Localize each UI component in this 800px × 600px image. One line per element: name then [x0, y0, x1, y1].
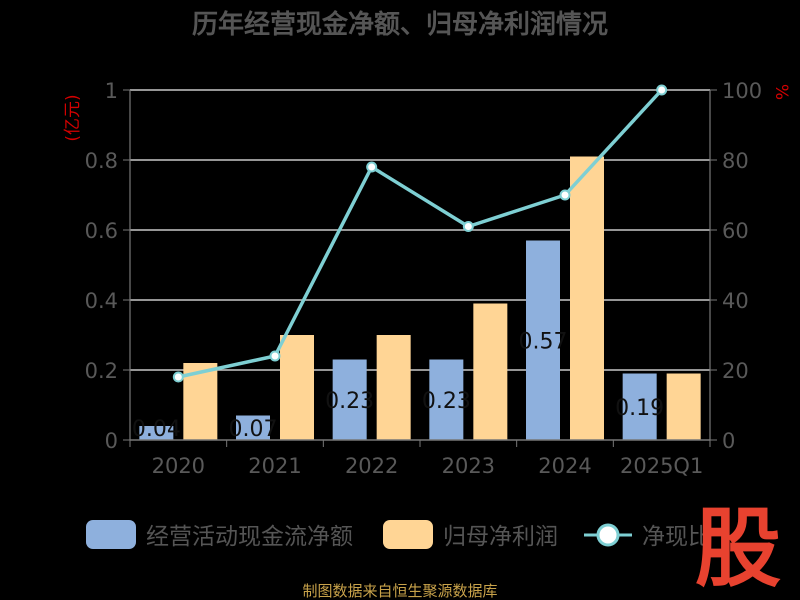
data-label: 0.23	[422, 389, 471, 414]
data-labels: 0.04 0.07 0.23 0.23 0.57 0.19	[132, 329, 664, 442]
x-tick-label: 2023	[442, 454, 495, 478]
right-tick-label: 20	[722, 359, 749, 383]
left-tick-label: 0.8	[85, 149, 118, 173]
x-tick-label: 2020	[152, 454, 205, 478]
legend-swatch	[383, 520, 433, 549]
x-axis-labels: 2020 2021 2022 2023 2024 2025Q1	[152, 454, 704, 478]
data-label: 0.19	[615, 396, 664, 421]
right-axis-ticks: 0 20 40 60 80 100	[710, 79, 762, 453]
left-tick-label: 0.6	[85, 219, 118, 243]
bar-归母净利润	[473, 303, 508, 440]
left-axis-unit: (亿元)	[63, 94, 83, 141]
chart-title: 历年经营现金净额、归母净利润情况	[192, 9, 608, 40]
bar-经营活动现金流净额	[236, 415, 270, 440]
bar-经营活动现金流净额	[429, 359, 464, 440]
bar-经营活动现金流净额	[332, 359, 367, 440]
right-tick-label: 0	[722, 429, 735, 453]
x-tick-label: 2024	[538, 454, 591, 478]
legend-label: 净现比	[642, 524, 711, 550]
data-label: 0.23	[325, 389, 374, 414]
data-label: 0.04	[132, 417, 181, 442]
x-tick-label: 2021	[248, 454, 301, 478]
bar-经营活动现金流净额	[622, 373, 657, 440]
left-tick-label: 0.4	[85, 289, 118, 313]
left-tick-label: 0.2	[85, 359, 118, 383]
x-tick-label: 2022	[345, 454, 398, 478]
ratio-line	[172, 84, 668, 383]
watermark-logo: 股	[695, 499, 781, 599]
ratio-point	[656, 84, 668, 96]
left-tick-label: 1	[105, 79, 118, 103]
legend-label: 经营活动现金流净额	[146, 524, 353, 550]
ratio-polyline	[177, 88, 663, 379]
bar-归母净利润	[376, 335, 411, 440]
bar-经营活动现金流净额	[526, 240, 560, 440]
left-axis-ticks: 0 0.2 0.4 0.6 0.8 1	[85, 79, 130, 453]
data-label: 0.07	[229, 417, 278, 442]
data-label: 0.57	[519, 329, 568, 354]
ratio-point	[172, 371, 184, 383]
right-tick-label: 40	[722, 289, 749, 313]
right-axis-unit: %	[771, 84, 791, 100]
ratio-point	[366, 161, 378, 173]
right-tick-label: 100	[722, 79, 762, 103]
axes	[129, 90, 711, 447]
bar-归母净利润	[570, 156, 604, 440]
right-tick-label: 60	[722, 219, 749, 243]
x-tick-label: 2025Q1	[620, 454, 703, 478]
legend-marker	[596, 523, 620, 547]
ratio-point	[462, 221, 474, 232]
bar-归母净利润	[280, 335, 314, 440]
ratio-point	[559, 189, 571, 201]
legend-label: 归母净利润	[443, 524, 558, 550]
grid-lines	[130, 89, 710, 371]
legend-swatch	[86, 520, 136, 549]
bars	[139, 156, 701, 440]
right-tick-label: 80	[722, 149, 749, 173]
bar-经营活动现金流净额	[139, 426, 174, 440]
legend: 经营活动现金流净额 归母净利润 净现比	[86, 520, 711, 550]
bar-归母净利润	[666, 373, 701, 440]
source-note: 制图数据来自恒生聚源数据库	[302, 582, 497, 600]
ratio-point	[269, 350, 281, 362]
left-tick-label: 0	[105, 429, 118, 453]
